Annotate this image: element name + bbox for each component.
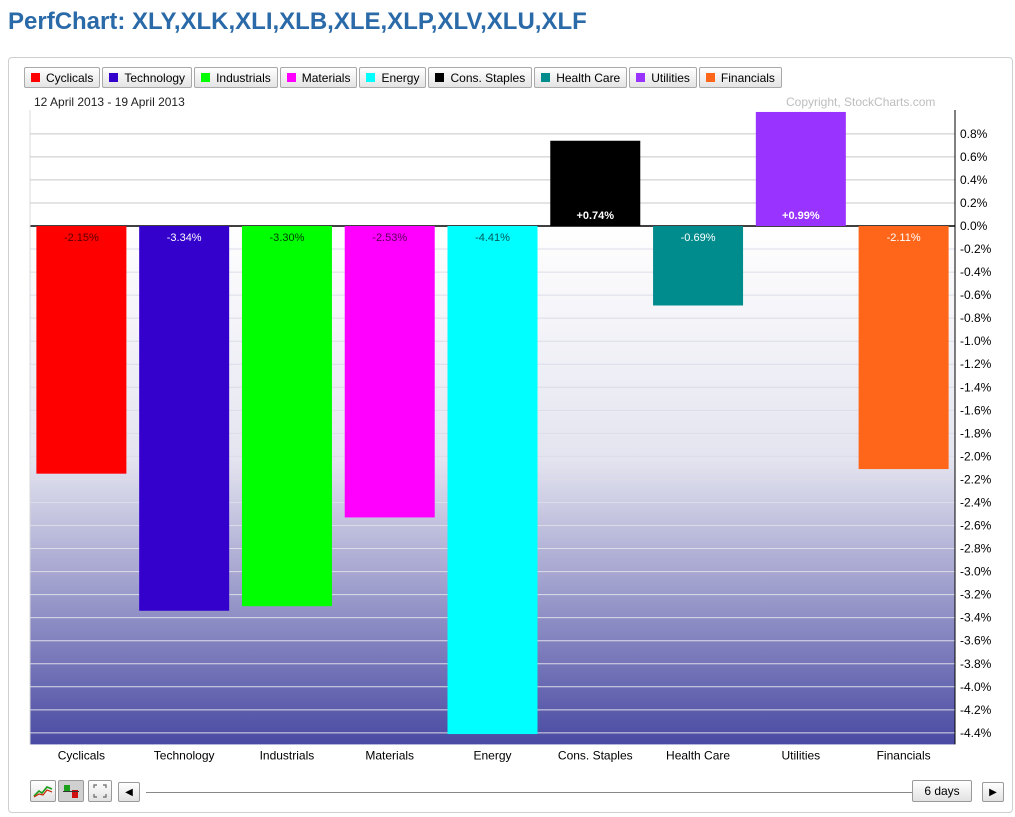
legend-swatch xyxy=(109,73,119,82)
y-tick-label: -1.6% xyxy=(960,403,992,417)
legend-swatch xyxy=(366,73,376,82)
legend-item-health-care[interactable]: Health Care xyxy=(534,67,628,88)
y-tick-label: -3.2% xyxy=(960,588,992,602)
page-title: PerfChart: XLY,XLK,XLI,XLB,XLE,XLP,XLV,X… xyxy=(8,8,587,35)
bar-value-label: -4.41% xyxy=(475,232,510,244)
x-category-label: Materials xyxy=(365,748,414,762)
bar-value-label: +0.74% xyxy=(576,210,614,222)
legend-swatch xyxy=(286,73,296,82)
y-tick-label: -4.4% xyxy=(960,726,992,740)
bar-financials xyxy=(858,226,949,470)
bar-utilities xyxy=(755,111,846,226)
y-tick-label: -0.8% xyxy=(960,311,992,325)
legend: Cyclicals Technology Industrials Materia… xyxy=(24,67,782,88)
legend-swatch xyxy=(201,73,211,82)
scroll-left-icon[interactable]: ◀ xyxy=(118,782,140,802)
y-tick-label: 0.0% xyxy=(960,219,988,233)
bar-cyclicals xyxy=(36,226,127,474)
legend-label: Energy xyxy=(381,70,420,85)
bar-energy xyxy=(447,226,538,735)
bar-technology xyxy=(139,226,230,611)
bar-value-label: -3.34% xyxy=(167,232,202,244)
y-tick-label: -2.8% xyxy=(960,542,992,556)
x-category-label: Cons. Staples xyxy=(558,748,633,762)
legend-swatch xyxy=(435,73,445,82)
fullscreen-icon[interactable] xyxy=(88,780,112,802)
legend-item-financials[interactable]: Financials xyxy=(698,67,782,88)
period-selector[interactable]: 6 days xyxy=(912,780,972,802)
y-tick-label: -2.6% xyxy=(960,519,992,533)
y-tick-label: 0.6% xyxy=(960,150,988,164)
copyright-notice: Copyright, StockCharts.com xyxy=(786,95,936,109)
y-tick-label: -4.2% xyxy=(960,703,992,717)
bar-health-care xyxy=(653,226,744,306)
line-chart-icon[interactable] xyxy=(30,780,56,802)
bar-industrials xyxy=(241,226,332,607)
y-tick-label: -1.0% xyxy=(960,334,992,348)
legend-item-energy[interactable]: Energy xyxy=(359,67,427,88)
timeline-slider[interactable] xyxy=(146,792,912,793)
histogram-icon[interactable] xyxy=(58,780,84,802)
bar-value-label: -2.11% xyxy=(887,232,921,244)
period-label: 6 days xyxy=(924,784,960,798)
y-tick-label: -1.2% xyxy=(960,357,992,371)
legend-swatch xyxy=(636,73,646,82)
bar-value-label: -2.53% xyxy=(372,232,407,244)
legend-label: Technology xyxy=(124,70,186,85)
legend-item-cons-staples[interactable]: Cons. Staples xyxy=(428,67,533,88)
legend-swatch xyxy=(705,73,715,82)
x-category-label: Technology xyxy=(154,748,215,762)
legend-item-utilities[interactable]: Utilities xyxy=(629,67,697,88)
y-tick-label: -1.8% xyxy=(960,426,992,440)
y-tick-label: -3.8% xyxy=(960,657,992,671)
legend-label: Industrials xyxy=(216,70,271,85)
legend-item-industrials[interactable]: Industrials xyxy=(194,67,278,88)
y-tick-label: -2.0% xyxy=(960,449,992,463)
x-category-label: Cyclicals xyxy=(58,748,105,762)
x-category-label: Utilities xyxy=(781,748,820,762)
legend-swatch xyxy=(541,73,551,82)
legend-label: Utilities xyxy=(651,70,690,85)
legend-label: Financials xyxy=(720,70,775,85)
x-category-label: Energy xyxy=(473,748,511,762)
y-tick-label: -1.4% xyxy=(960,380,992,394)
legend-item-cyclicals[interactable]: Cyclicals xyxy=(24,67,101,88)
y-tick-label: 0.2% xyxy=(960,196,988,210)
legend-label: Materials xyxy=(301,70,351,85)
y-tick-label: -2.4% xyxy=(960,495,992,509)
bar-value-label: -2.15% xyxy=(64,232,99,244)
y-tick-label: -0.6% xyxy=(960,288,992,302)
date-range: 12 April 2013 - 19 April 2013 xyxy=(34,95,185,109)
x-category-label: Health Care xyxy=(666,748,730,762)
legend-label: Health Care xyxy=(556,70,621,85)
legend-label: Cons. Staples xyxy=(450,70,526,85)
y-tick-label: -0.4% xyxy=(960,265,992,279)
bar-value-label: -3.30% xyxy=(270,232,305,244)
legend-swatch xyxy=(31,73,40,82)
y-tick-label: -3.4% xyxy=(960,611,992,625)
bar-value-label: -0.69% xyxy=(681,232,716,244)
legend-item-technology[interactable]: Technology xyxy=(102,67,193,88)
x-category-label: Financials xyxy=(877,748,931,762)
y-tick-label: 0.8% xyxy=(960,127,988,141)
y-tick-label: -0.2% xyxy=(960,242,992,256)
legend-label: Cyclicals xyxy=(46,70,94,85)
legend-item-materials[interactable]: Materials xyxy=(279,67,358,88)
y-tick-label: 0.4% xyxy=(960,173,988,187)
y-tick-label: -4.0% xyxy=(960,680,992,694)
bar-value-label: +0.99% xyxy=(782,210,820,222)
y-tick-label: -3.0% xyxy=(960,565,992,579)
bar-materials xyxy=(344,226,435,518)
bar-cons-staples xyxy=(550,140,641,226)
scroll-right-icon[interactable]: ▶ xyxy=(982,782,1004,802)
y-tick-label: -2.2% xyxy=(960,472,992,486)
y-tick-label: -3.6% xyxy=(960,634,992,648)
x-category-label: Industrials xyxy=(260,748,315,762)
